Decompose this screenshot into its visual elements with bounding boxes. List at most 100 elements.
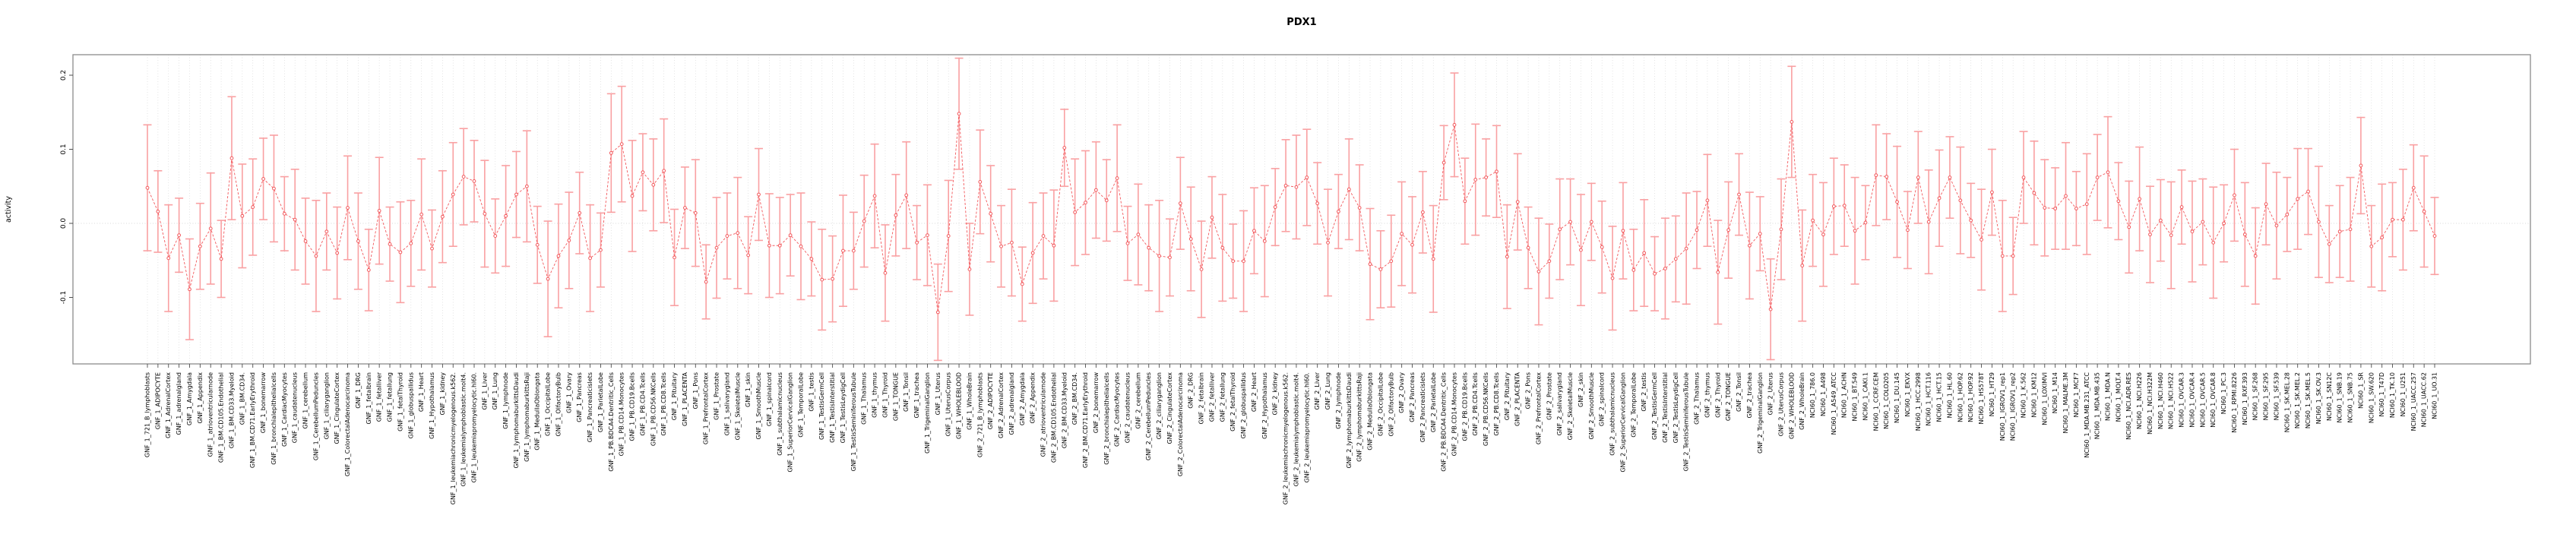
data-point: [2116, 199, 2121, 204]
x-tick-label: NCI60_1_SR: [2357, 372, 2364, 409]
data-point: [2400, 217, 2405, 222]
x-tick-label: NCI60_1_HOP.62: [1957, 372, 1964, 422]
data-point: [1168, 255, 1172, 260]
x-tick-label: NCI60_1_M14: [2052, 372, 2059, 413]
data-point: [788, 233, 793, 238]
data-point: [2380, 236, 2385, 239]
x-tick-label: GNF_2_Thyroid: [1714, 372, 1721, 418]
x-tick-label: GNF_2_ColorectalAdenocarcinoma: [1177, 372, 1184, 476]
x-tick-label: GNF_1_Lung: [492, 372, 498, 409]
x-tick-label: GNF_1_PB.CD8.Tcells: [660, 372, 667, 436]
data-point: [1242, 259, 1245, 264]
data-point: [1093, 188, 1098, 192]
data-point: [588, 256, 592, 261]
x-tick-label: GNF_2_TemporalLobe: [1630, 372, 1637, 438]
x-tick-label: GNF_1_TrigeminalGanglion: [924, 372, 931, 454]
y-axis-title: activity: [5, 196, 13, 223]
data-point: [1441, 160, 1446, 165]
data-point: [1273, 205, 1277, 209]
data-point: [2348, 227, 2353, 232]
x-tick-label: NCI60_1_SNB.19: [2337, 372, 2343, 422]
x-tick-label: GNF_2_globuspallidus: [1240, 372, 1247, 438]
x-tick-label: GNF_2_Pons: [1525, 372, 1532, 409]
data-point: [1305, 175, 1309, 179]
data-point: [1073, 210, 1078, 214]
x-tick-label: GNF_2_fetalThyroid: [1229, 372, 1236, 432]
data-point: [2337, 229, 2342, 234]
data-point: [999, 244, 1003, 248]
y-tick-label: 0.1: [60, 144, 68, 154]
data-point: [524, 184, 529, 188]
data-point: [1431, 257, 1435, 261]
x-tick-label: NCI60_1_HCT.116: [1926, 372, 1932, 426]
data-point: [1916, 175, 1920, 179]
data-point: [872, 194, 877, 198]
x-tick-label: NCI60_1_T47D: [2378, 372, 2385, 416]
x-tick-label: GNF_1_OccipitalLobe: [545, 372, 552, 436]
data-point: [809, 257, 814, 261]
x-tick-label: GNF_1_skin: [745, 372, 752, 407]
x-tick-label: NCI60_1_NCI.H522: [2168, 372, 2175, 429]
data-point: [704, 280, 708, 284]
x-tick-label: GNF_1_Pancreas: [576, 372, 583, 422]
x-tick-label: GNF_1_DRG: [355, 372, 362, 409]
data-point: [2127, 225, 2131, 229]
data-point: [198, 244, 202, 248]
x-tick-label: GNF_2_bonemarrow: [1093, 372, 1100, 434]
x-tick-label: GNF_1_subthalamicnucleus: [777, 372, 783, 456]
data-point: [219, 257, 223, 261]
x-tick-label: GNF_1_leukemialymphoblastic.molt4.: [460, 372, 467, 486]
x-tick-label: NCI60_1_EKVX: [1904, 372, 1911, 416]
x-tick-label: GNF_2_Thalamus: [1694, 372, 1701, 425]
data-point: [1863, 220, 1868, 225]
x-tick-label: GNF_1_MedullaOblongata: [534, 372, 541, 451]
x-tick-label: GNF_1_testis: [808, 372, 815, 412]
x-tick-label: GNF_2_Prostate: [1546, 372, 1552, 420]
x-tick-label: GNF_1_ColorectalAdenocarcinoma: [344, 372, 351, 476]
x-tick-label: NCI60_1_CAKI.1: [1862, 372, 1869, 421]
x-tick-label: GNF_1_cerebellum: [302, 372, 309, 429]
data-point: [2032, 191, 2036, 195]
x-tick-label: GNF_2_TestisInterstitial: [1662, 372, 1669, 443]
data-point: [324, 229, 329, 234]
x-tick-label: GNF_1_OlfactoryBulb: [555, 372, 562, 436]
data-point: [820, 277, 824, 282]
data-point: [1136, 232, 1141, 237]
x-tick-label: GNF_2_PLACENTA: [1514, 372, 1521, 426]
x-tick-label: GNF_2_Tonsil: [1736, 372, 1742, 412]
data-point: [746, 253, 751, 258]
data-point: [831, 277, 835, 281]
data-point: [2095, 175, 2100, 179]
data-point: [1937, 196, 1941, 201]
x-tick-label: GNF_2_BM.CD71.EarlyErythroid: [1082, 372, 1089, 468]
x-tick-label: GNF_1_fetalThyroid: [397, 372, 403, 432]
x-tick-label: GNF_1_UterusCorpus: [945, 372, 952, 436]
x-tick-label: GNF_1_TestisInterstitial: [829, 372, 836, 443]
x-tick-label: NCI60_1_HCT.15: [1936, 372, 1943, 422]
data-point: [2201, 220, 2205, 224]
data-point: [1452, 122, 1457, 127]
data-point: [1041, 234, 1046, 238]
data-point: [188, 287, 191, 292]
data-point: [2285, 212, 2290, 217]
x-tick-label: GNF_1_Ovary: [565, 372, 572, 413]
x-tick-label: GNF_2_fetalbrain: [1198, 372, 1205, 424]
data-point: [493, 234, 498, 238]
data-point: [1294, 185, 1299, 189]
data-point: [1463, 199, 1467, 204]
data-point: [388, 242, 392, 246]
x-tick-label: GNF_1_lymphomaburkittsDaudi: [513, 372, 520, 469]
data-point: [1874, 173, 1878, 178]
data-point: [208, 226, 213, 231]
data-point: [1347, 187, 1351, 191]
data-point: [1726, 228, 1731, 232]
x-tick-label: NCI60_1_PC.3: [2220, 372, 2227, 414]
x-tick-label: GNF_2_Appendix: [1030, 372, 1036, 424]
x-tick-label: GNF_1_TONGUE: [892, 372, 899, 421]
x-tick-label: GNF_2_salivarygland: [1556, 372, 1563, 435]
x-tick-label: GNF_2_Uterus: [1767, 372, 1774, 415]
x-tick-label: GNF_2_Lung: [1324, 372, 1331, 409]
x-tick-label: GNF_2_UterusCorpus: [1778, 372, 1785, 436]
chart-title: PDX1: [1286, 17, 1317, 28]
